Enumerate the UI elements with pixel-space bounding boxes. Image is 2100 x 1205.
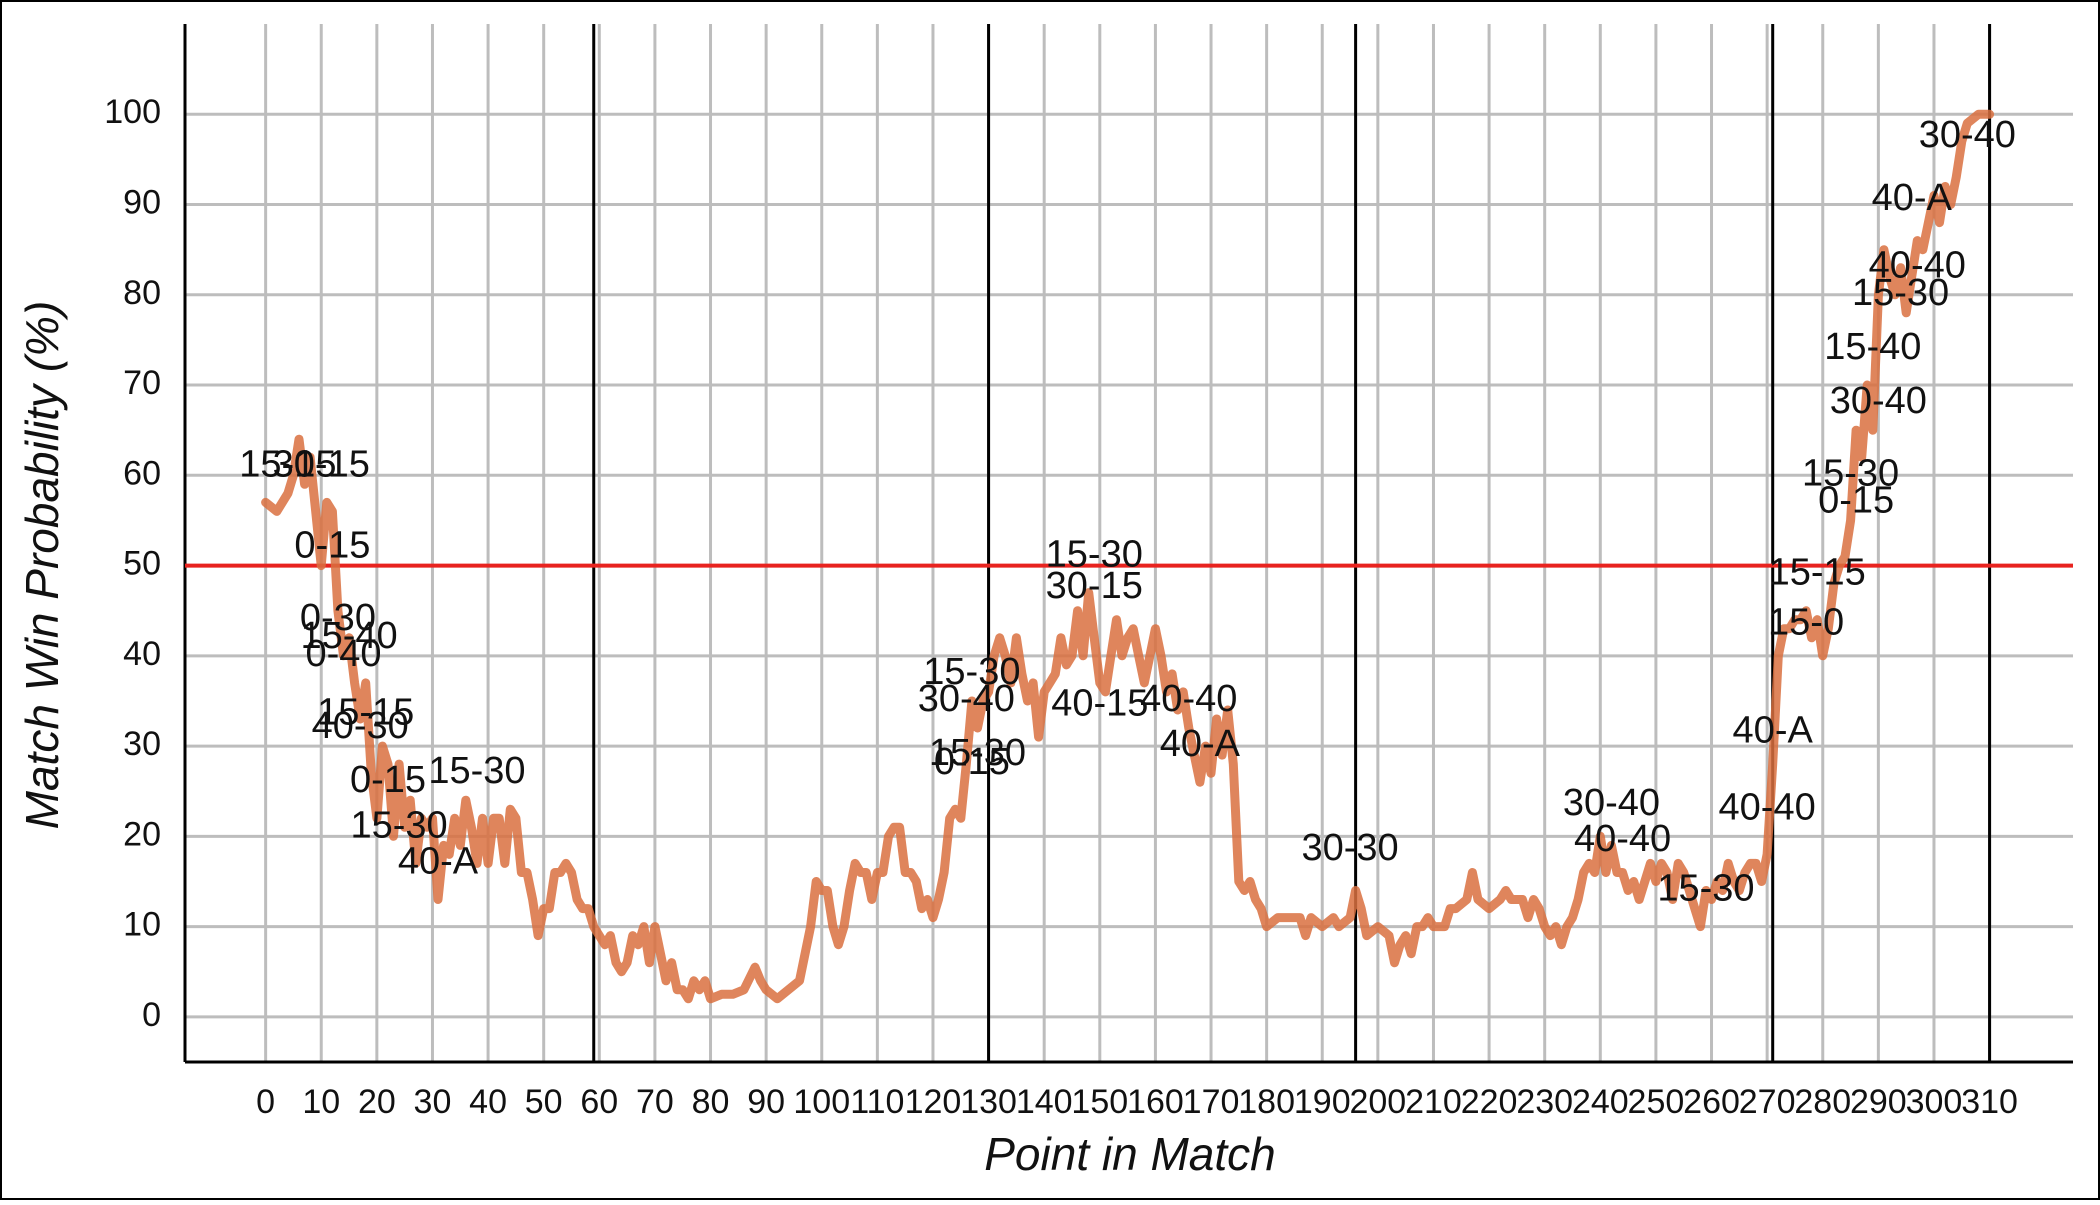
x-tick-label: 240 [1572,1083,1629,1121]
score-annotation: 0-15 [1818,479,1894,521]
series-line [261,109,1995,1004]
score-annotation: 15-30 [1852,272,1949,314]
y-tick-label: 10 [123,906,161,944]
x-tick-label: 210 [1405,1083,1462,1121]
score-annotation: 30-30 [1301,827,1398,869]
y-tick-label: 90 [123,184,161,222]
score-annotation: 40-40 [1140,678,1237,720]
score-annotation: 15-30 [923,651,1020,693]
score-annotation: 0-15 [350,759,426,801]
score-annotation: 15-15 [1769,552,1866,594]
x-tick-label: 160 [1127,1083,1184,1121]
score-annotation: 15-0 [1768,601,1844,643]
score-annotation: 15-30 [428,750,525,792]
x-tick-label: 50 [525,1083,563,1121]
score-annotation: 30-40 [1830,380,1927,422]
x-tick-label: 180 [1238,1083,1295,1121]
x-tick-label: 260 [1683,1083,1740,1121]
score-annotation: 0-15 [934,741,1010,783]
x-tick-label: 30 [414,1083,452,1121]
score-annotation: 15-40 [1824,326,1921,368]
x-tick-label: 140 [1016,1083,1073,1121]
score-annotation: 40-A [1160,723,1241,765]
x-tick-label: 80 [692,1083,730,1121]
score-annotation: 40-30 [312,705,409,747]
x-tick-label: 10 [302,1083,340,1121]
score-annotation: 40-40 [1869,245,1966,287]
x-tick-label: 290 [1850,1083,1907,1121]
x-tick-label: 90 [747,1083,785,1121]
y-tick-label: 40 [123,635,161,673]
score-annotation: 40-40 [1719,786,1816,828]
x-tick-label: 200 [1349,1083,1406,1121]
x-tick-label: 100 [793,1083,850,1121]
y-tick-label: 60 [123,454,161,492]
plot: 15-1530-150-150-3015-400-4015-1540-300-1… [185,24,2073,1062]
y-tick-label: 0 [142,996,161,1034]
score-annotation: 15-30 [929,732,1026,774]
x-tick-label: 130 [960,1083,1017,1121]
score-annotation: 15-30 [351,804,448,846]
x-tick-label: 300 [1906,1083,1963,1121]
x-tick-label: 230 [1516,1083,1573,1121]
score-annotation: 40-A [1872,177,1953,219]
x-tick-label: 220 [1461,1083,1518,1121]
score-annotation: 0-30 [300,597,376,639]
x-tick-label: 170 [1183,1083,1240,1121]
score-annotation: 40-15 [1051,683,1148,725]
score-annotation: 40-A [1733,710,1814,752]
x-axis-title: Point in Match [984,1128,1275,1180]
y-tick-label: 30 [123,725,161,763]
score-annotation: 15-30 [1802,452,1899,494]
x-tick-label: 150 [1071,1083,1128,1121]
x-tick-label: 0 [256,1083,275,1121]
x-tick-label: 250 [1628,1083,1685,1121]
score-annotation: 0-15 [294,525,370,567]
x-tick-label: 110 [850,1083,904,1121]
x-tick-label: 70 [636,1083,674,1121]
score-annotation: 0-40 [305,633,381,675]
y-tick-label: 100 [104,93,161,131]
score-annotation: 30-15 [1046,565,1143,607]
x-tick-label: 190 [1294,1083,1351,1121]
score-annotation: 15-15 [317,692,414,734]
y-tick-label: 20 [123,815,161,853]
score-annotation: 15-30 [1657,868,1754,910]
x-tick-label: 270 [1739,1083,1796,1121]
y-tick-label: 50 [123,545,161,583]
score-annotation: 30-40 [918,678,1015,720]
x-tick-label: 20 [358,1083,396,1121]
score-annotation: 40-A [398,840,479,882]
x-tick-label: 40 [469,1083,507,1121]
score-annotation: 15-30 [1046,534,1143,576]
score-annotation: 15-15 [239,443,336,485]
y-axis-title: Match Win Probability (%) [16,301,68,830]
x-tick-label: 310 [1961,1083,2018,1121]
score-annotation: 15-40 [300,615,397,657]
score-annotation: 30-40 [1563,782,1660,824]
x-tick-label: 120 [905,1083,962,1121]
y-tick-label: 80 [123,274,161,312]
x-tick-label: 280 [1794,1083,1851,1121]
score-annotation: 40-40 [1574,818,1671,860]
y-tick-label: 70 [123,364,161,402]
score-annotation: 30-15 [273,443,370,485]
x-tick-label: 60 [580,1083,618,1121]
score-annotation: 30-40 [1919,114,2016,156]
